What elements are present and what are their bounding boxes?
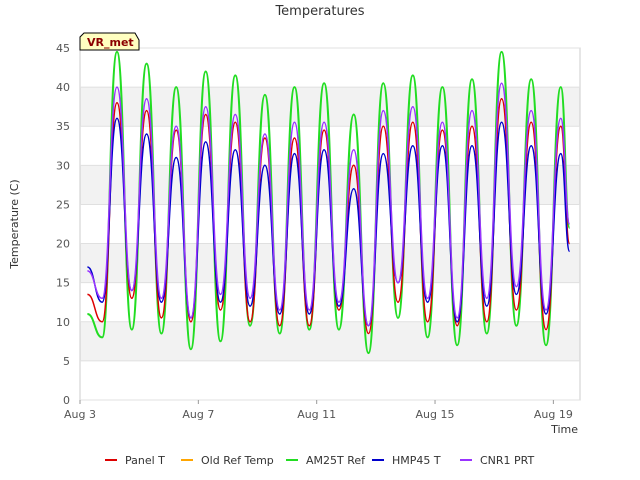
y-tick-label: 45: [56, 42, 70, 55]
y-tick-label: 25: [56, 198, 70, 211]
svg-text:VR_met: VR_met: [87, 36, 134, 49]
y-axis-title: Temperature (C): [8, 179, 21, 269]
y-tick-label: 15: [56, 277, 70, 290]
x-tick-label: Aug 11: [297, 408, 336, 421]
legend-label-old-ref-temp: Old Ref Temp: [201, 454, 274, 467]
y-tick-label: 30: [56, 159, 70, 172]
plot-band: [80, 243, 580, 283]
legend-label-hmp45-t: HMP45 T: [392, 454, 441, 467]
chart-title: Temperatures: [274, 4, 364, 19]
x-tick-label: Aug 19: [534, 408, 573, 421]
x-tick-label: Aug 3: [64, 408, 96, 421]
y-tick-label: 35: [56, 120, 70, 133]
series-lines: [87, 50, 571, 355]
legend-label-panel-t: Panel T: [125, 454, 165, 467]
plot-band: [80, 321, 580, 361]
y-tick-label: 0: [63, 394, 70, 407]
x-axis-ticks: Aug 3 Aug 7 Aug 11 Aug 15 Aug 19: [64, 400, 573, 421]
x-axis-title: Time: [550, 423, 578, 436]
x-tick-label: Aug 7: [182, 408, 214, 421]
y-tick-label: 40: [56, 81, 70, 94]
legend-label-am25t-ref: AM25T Ref: [306, 454, 366, 467]
x-tick-label: Aug 15: [416, 408, 455, 421]
station-badge: VR_met: [79, 32, 140, 51]
y-axis-ticks: 0 5 10 15 20 25 30 35 40 45: [56, 42, 70, 407]
y-tick-label: 10: [56, 316, 70, 329]
legend-label-cnr1-prt: CNR1 PRT: [480, 454, 535, 467]
series-line-cnr1-prt: [87, 82, 571, 327]
legend: Panel T Old Ref Temp AM25T Ref HMP45 T CNR1 …: [105, 454, 535, 467]
y-tick-label: 20: [56, 238, 70, 251]
y-tick-label: 5: [63, 355, 70, 368]
